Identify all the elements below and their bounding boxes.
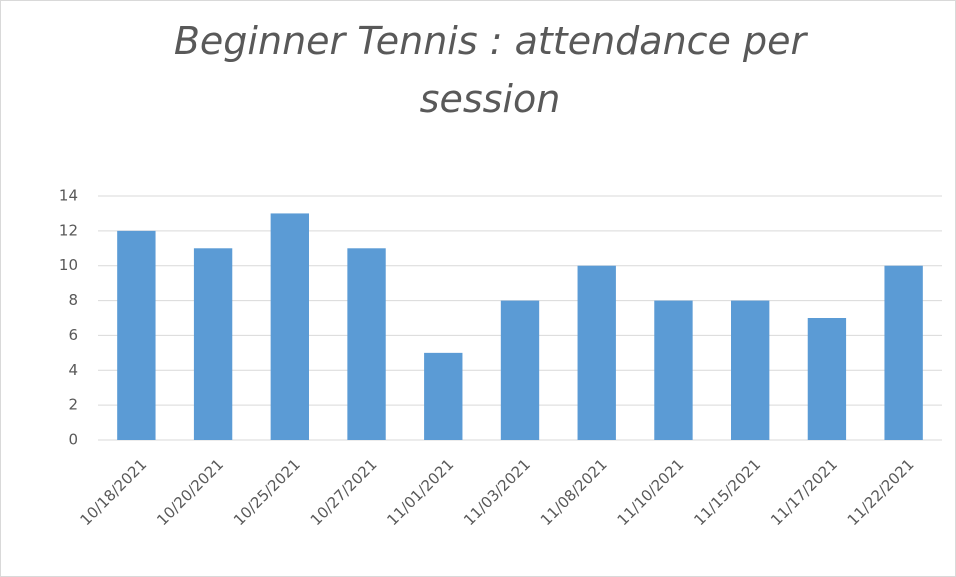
bar <box>884 265 923 440</box>
x-tick-label: 10/18/2021 <box>77 455 151 529</box>
x-tick-label: 11/03/2021 <box>460 455 534 529</box>
bar <box>424 352 463 440</box>
y-tick-label: 2 <box>68 396 78 414</box>
y-tick-label: 14 <box>59 187 78 205</box>
y-tick-label: 12 <box>59 221 78 239</box>
bar <box>193 248 233 440</box>
x-tick-label: 11/10/2021 <box>614 455 688 529</box>
x-tick-label: 11/15/2021 <box>690 455 764 529</box>
x-tick-label: 11/22/2021 <box>844 455 918 529</box>
bar <box>117 230 156 440</box>
bar <box>500 300 540 440</box>
x-tick-label: 11/01/2021 <box>383 455 457 529</box>
x-tick-label: 10/25/2021 <box>230 455 304 529</box>
bar <box>577 265 616 440</box>
bar <box>654 300 693 440</box>
bar <box>347 248 386 440</box>
y-tick-label: 4 <box>68 361 78 379</box>
x-tick-label: 10/20/2021 <box>153 455 227 529</box>
bar <box>731 300 770 440</box>
y-tick-label: 8 <box>68 291 78 309</box>
y-tick-label: 0 <box>68 431 78 449</box>
y-tick-label: 6 <box>68 326 78 344</box>
chart-title: Beginner Tennis : attendance per session <box>173 19 807 121</box>
bar <box>807 318 847 440</box>
x-tick-label: 10/27/2021 <box>307 455 381 529</box>
y-tick-label: 10 <box>59 256 78 274</box>
bar <box>270 213 309 440</box>
x-tick-label: 11/08/2021 <box>537 455 611 529</box>
x-tick-label: 11/17/2021 <box>767 455 841 529</box>
